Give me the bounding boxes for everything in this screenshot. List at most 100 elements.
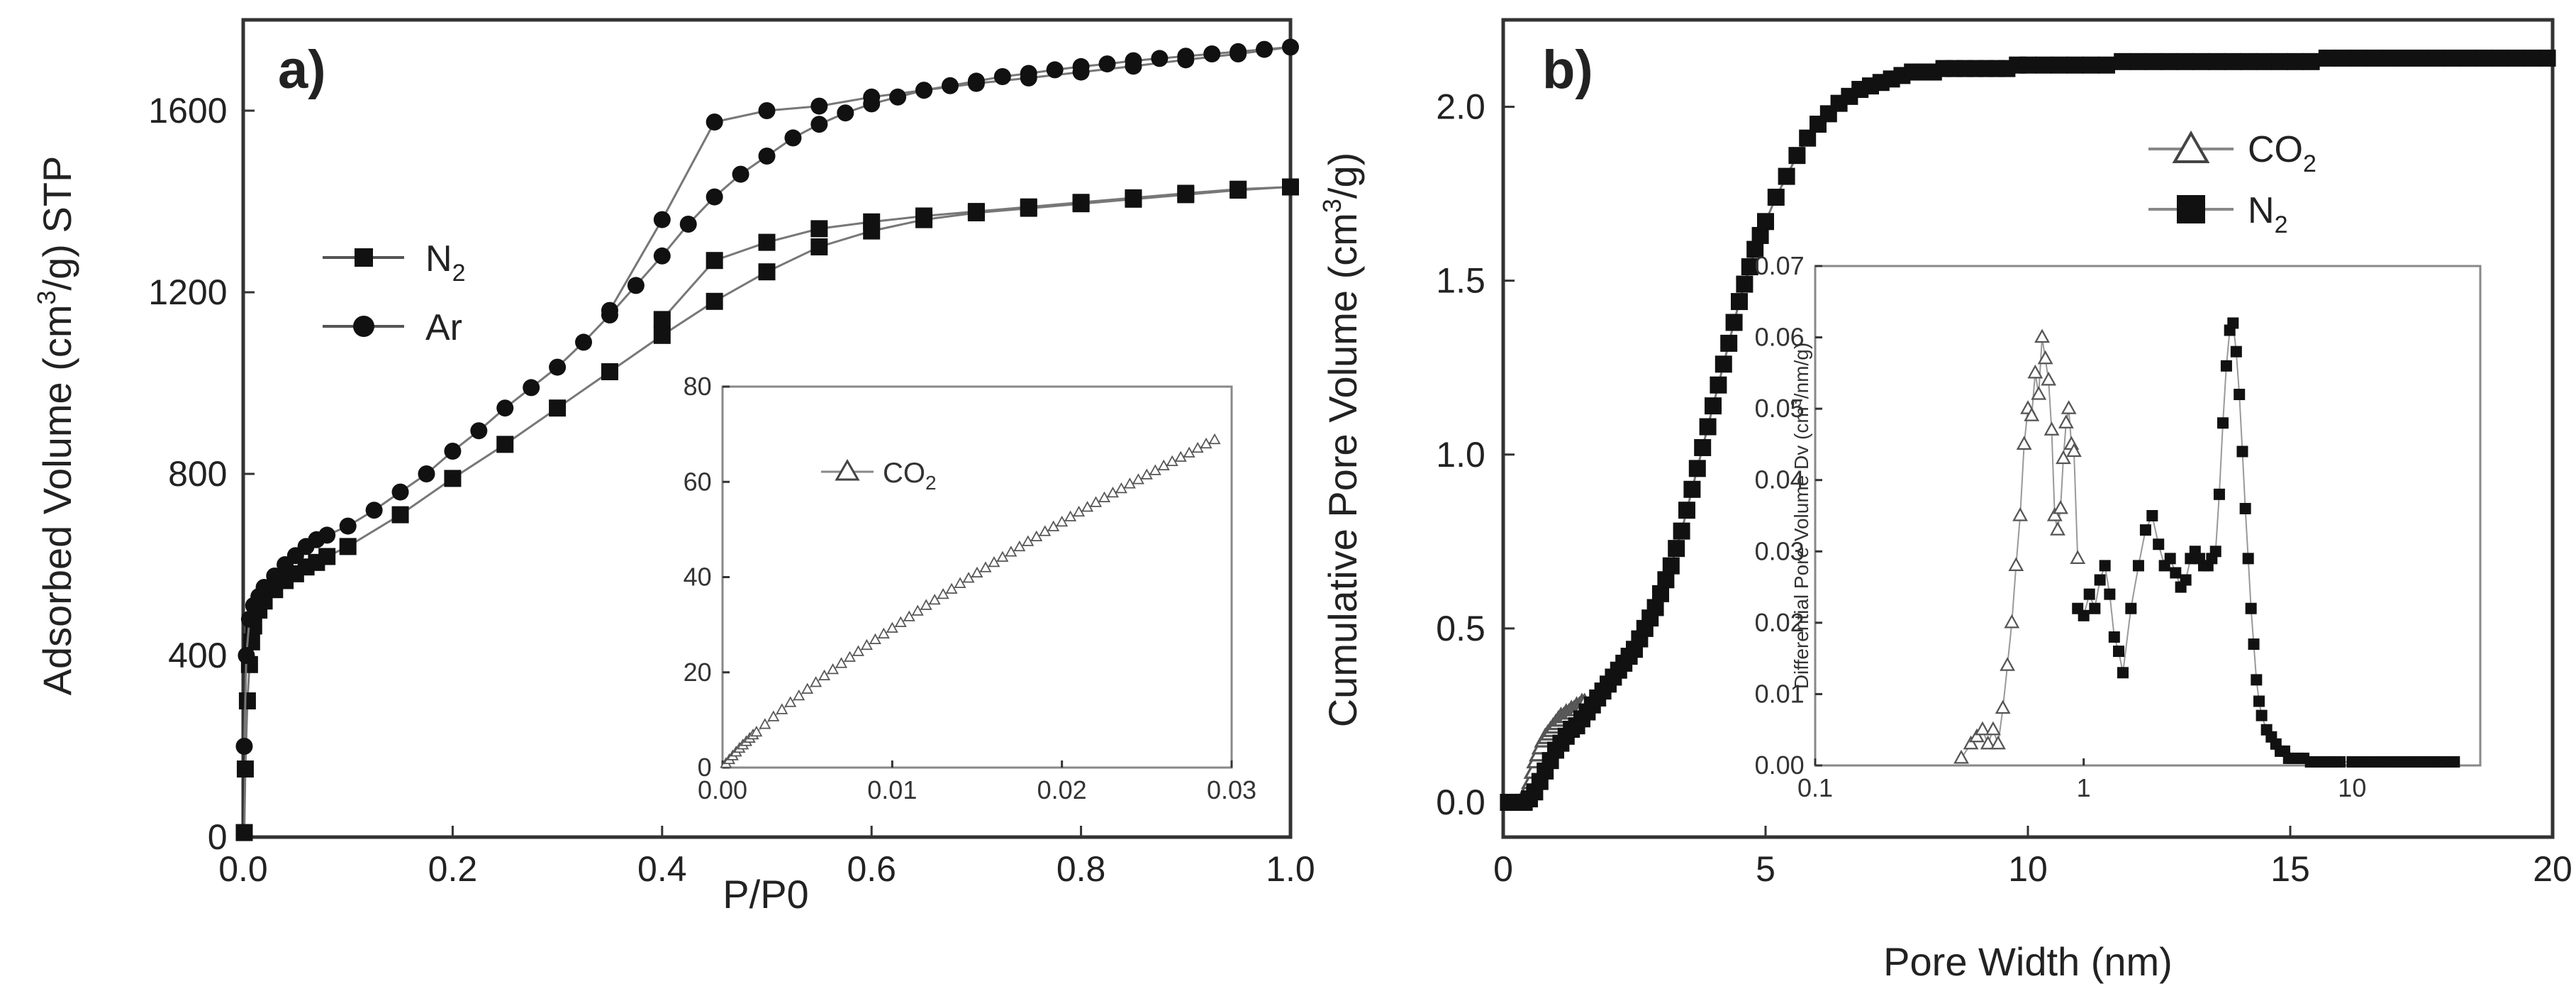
- point-co2: [835, 657, 848, 668]
- y-tick-label: 0: [208, 817, 228, 857]
- point-ar: [993, 68, 1011, 85]
- point-co2: [1123, 477, 1136, 489]
- point-n2: [2230, 345, 2242, 358]
- x-tick-label: 0.8: [1056, 849, 1106, 889]
- point-ar: [549, 358, 567, 376]
- legend-item-b-co2: CO2: [2148, 129, 2316, 177]
- x-tick-label: 20: [2533, 849, 2572, 889]
- point-n2: [2177, 52, 2194, 70]
- y-tick-label: 40: [684, 563, 712, 592]
- point-n2: [810, 220, 828, 238]
- point-n2: [1741, 258, 1758, 276]
- point-n2: [1699, 418, 1717, 436]
- point-n2: [2114, 52, 2131, 70]
- point-co2: [1081, 501, 1094, 512]
- point-n2: [2066, 56, 2084, 74]
- point-ar: [365, 502, 383, 519]
- point-n2: [236, 760, 254, 778]
- series-co2: [1953, 328, 2086, 764]
- point-n2: [2444, 49, 2462, 67]
- panel-a-inset-series: [720, 433, 1221, 768]
- y-tick-label: 1.5: [1436, 261, 1485, 301]
- point-co2: [1090, 496, 1103, 507]
- x-tick-label: 10: [2338, 773, 2366, 802]
- point-co2: [1157, 459, 1170, 471]
- point-co2: [2012, 507, 2028, 521]
- point-ar: [784, 129, 802, 147]
- y-tick-label: 800: [168, 454, 227, 494]
- legend-marker-b-n2: [2177, 195, 2205, 223]
- point-ar: [339, 517, 357, 535]
- point-n2: [758, 233, 776, 251]
- x-tick-label: 0.03: [1207, 775, 1256, 804]
- legend-marker-n2: [355, 248, 373, 267]
- point-ar: [837, 104, 854, 122]
- point-co2: [1064, 510, 1077, 521]
- y-tick-label: 0.03: [1755, 536, 1805, 565]
- point-co2: [1975, 721, 1990, 736]
- point-co2: [2066, 443, 2082, 458]
- point-n2: [2523, 49, 2541, 67]
- y-tick-label: 1200: [148, 272, 227, 312]
- y-tick-label: 0.0: [1436, 782, 1485, 822]
- point-co2: [2034, 328, 2050, 343]
- y-tick-label: 20: [684, 658, 712, 687]
- panel-a-inset: 0.00 0.01 0.02 0.03 0 20 40 60 80 CO2: [684, 372, 1256, 804]
- point-n2: [2334, 756, 2346, 768]
- point-co2: [979, 561, 992, 572]
- point-ar: [418, 465, 435, 482]
- point-n2: [1694, 438, 1712, 456]
- point-n2: [2132, 560, 2144, 572]
- point-n2: [2220, 360, 2232, 372]
- point-n2: [2019, 56, 2036, 74]
- point-co2: [920, 599, 932, 610]
- point-n2: [318, 548, 336, 565]
- point-ar: [391, 483, 409, 501]
- y-tick-label: 60: [684, 467, 712, 496]
- y-tick-label: 1600: [148, 91, 227, 131]
- x-tick-label: 0.00: [698, 775, 747, 804]
- y-tick-label: 2.0: [1436, 87, 1485, 127]
- point-co2: [2004, 614, 2020, 629]
- point-co2: [1191, 441, 1204, 453]
- x-tick-label: 0.01: [867, 775, 917, 804]
- point-n2: [2438, 756, 2450, 768]
- point-n2: [2217, 417, 2229, 429]
- panel-b-inset-ylabel: Differential Pore Volume Dv (cm3/nm/g): [1789, 343, 1812, 689]
- point-n2: [2334, 49, 2351, 67]
- point-n2: [2236, 446, 2248, 458]
- point-n2: [2094, 574, 2106, 586]
- point-co2: [818, 669, 831, 681]
- panel-a-legend: N2 Ar: [323, 238, 465, 348]
- point-n2: [653, 326, 671, 344]
- point-n2: [2287, 52, 2304, 70]
- point-n2: [2413, 49, 2430, 67]
- point-co2: [996, 550, 1009, 562]
- point-co2: [767, 710, 780, 721]
- panel-b-label: b): [1542, 40, 1593, 100]
- x-tick-label: 0.6: [847, 849, 896, 889]
- point-n2: [2507, 49, 2525, 67]
- point-ar: [1098, 55, 1116, 73]
- panel-a-xlabel: P/P0: [723, 872, 808, 917]
- point-ar: [496, 399, 514, 417]
- point-n2: [2035, 56, 2053, 74]
- point-n2: [2350, 49, 2368, 67]
- point-n2: [2239, 502, 2251, 514]
- point-co2: [945, 582, 958, 594]
- point-n2: [2170, 567, 2182, 579]
- point-co2: [1115, 482, 1127, 494]
- point-n2: [2492, 49, 2509, 67]
- y-tick-label: 0.02: [1755, 608, 1805, 637]
- point-n2: [2125, 602, 2137, 614]
- point-co2: [1039, 525, 1052, 536]
- point-co2: [2061, 400, 2077, 414]
- point-n2: [2448, 756, 2460, 768]
- point-n2: [2234, 389, 2246, 401]
- point-ar: [240, 610, 258, 628]
- point-n2: [1230, 180, 1247, 198]
- point-n2: [2358, 756, 2370, 768]
- point-co2: [1132, 473, 1144, 485]
- point-n2: [2192, 52, 2210, 70]
